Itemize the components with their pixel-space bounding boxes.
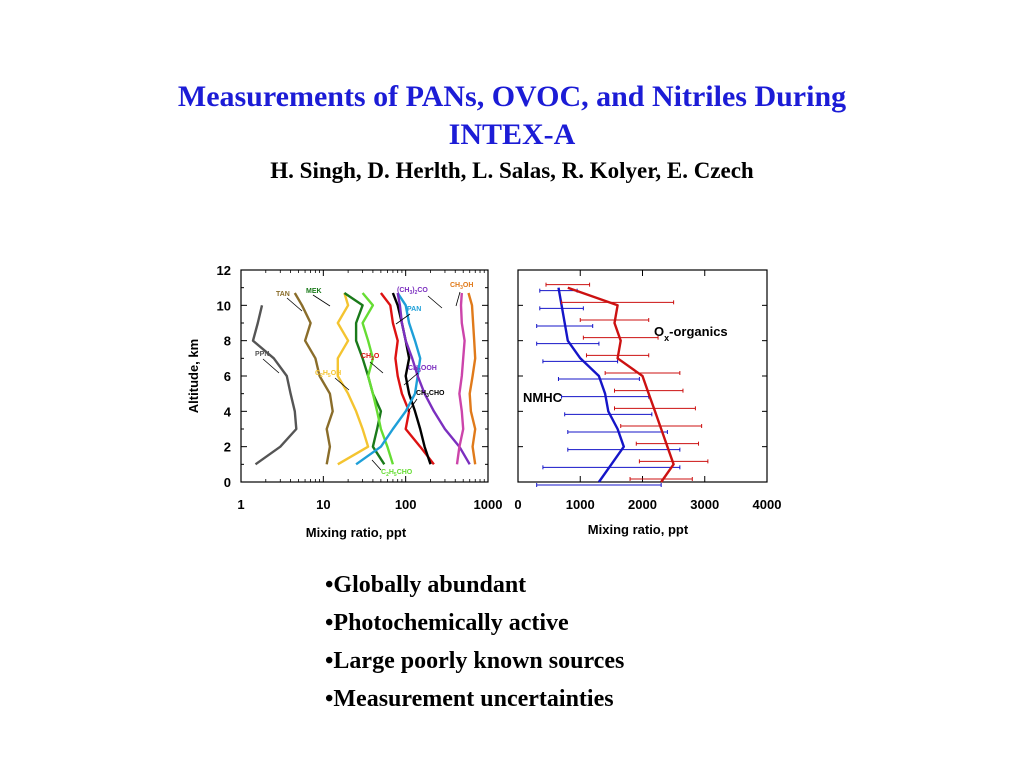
label-mek: MEK: [306, 288, 322, 295]
bullet-item: Large poorly known sources: [325, 642, 624, 680]
label-ch3oh: CH3OH: [450, 282, 473, 291]
label-nmhc: NMHC: [523, 390, 563, 405]
series-line-ox-organics: [567, 286, 675, 483]
y-tick-label: 4: [224, 404, 232, 419]
label-ch3cho: CH3CHO: [416, 390, 445, 399]
y-tick-label: 12: [217, 263, 231, 278]
bullet-item: Measurement uncertainties: [325, 680, 624, 718]
label-ch2o: CH2O: [361, 353, 380, 362]
x-tick-label: 2000: [628, 497, 657, 512]
arrow-c2h5cho: [371, 459, 382, 471]
y-tick-label: 2: [224, 440, 231, 455]
label-ch3-2co: (CH3)2CO: [397, 287, 428, 296]
chart-left-ticks: 0 2 4 6 8 10 12 1 10 100 1000: [217, 263, 503, 512]
label-ppn: PPN: [255, 351, 269, 358]
series-line-c2h5oh: [336, 292, 370, 466]
bullet-item: Globally abundant: [325, 566, 624, 604]
chart-left: 0 2 4 6 8 10 12 1 10 100 1000 TAN MEK (CH3)2CO CH3…: [186, 263, 502, 540]
series-line-nmhc: [557, 287, 625, 483]
label-ox-organics: Ox-organics: [654, 324, 728, 343]
x-tick-label: 4000: [753, 497, 782, 512]
title-line-2: INTEX-A: [448, 118, 576, 151]
series-line-ch3oh: [467, 292, 477, 465]
x-tick-label: 1000: [566, 497, 595, 512]
bullet-item: Photochemically active: [325, 604, 624, 642]
y-tick-label: 0: [224, 475, 231, 490]
series-line-ch3ooh: [396, 292, 471, 465]
arrow-mek: [312, 294, 331, 307]
series-line-ch2o: [379, 292, 435, 466]
arrow-tan: [286, 297, 303, 312]
bullet-list: Globally abundant Photochemically active…: [325, 566, 624, 718]
chart-left-y-axis-label: Altitude, km: [186, 339, 201, 413]
arrow-ch2o: [369, 361, 384, 374]
series-line--ch3-2co: [455, 292, 466, 465]
arrow-ch3oh: [455, 291, 461, 307]
chart-right: 0 1000 2000 3000 4000 NMHC Ox-organics Mixin…: [514, 269, 782, 537]
label-c2h5oh: C2H5OH: [315, 370, 341, 379]
series-line-c2h5cho: [361, 292, 395, 465]
x-tick-label: 1000: [474, 497, 503, 512]
x-tick-label: 100: [395, 497, 417, 512]
chart-right-ticks: 0 1000 2000 3000 4000: [514, 269, 782, 512]
label-pan: PAN: [407, 306, 421, 313]
x-tick-label: 0: [514, 497, 521, 512]
arrow-pan: [395, 313, 411, 325]
series-line-tan: [293, 292, 334, 465]
arrow-c2h5oh: [334, 377, 350, 391]
chart-left-frame: [240, 269, 489, 483]
chart-left-series: [251, 292, 477, 466]
chart-left-series-labels: TAN MEK (CH3)2CO CH3OH PAN PPN CH2O C2H5…: [255, 282, 473, 478]
slide-title: Measurements of PANs, OVOC, and Nitriles…: [0, 78, 1024, 154]
y-tick-label: 6: [224, 369, 231, 384]
arrow-ppn: [262, 358, 280, 374]
arrow-ch3-2co: [427, 295, 443, 309]
x-tick-label: 10: [316, 497, 330, 512]
chart-right-x-axis-label: Mixing ratio, ppt: [588, 522, 689, 537]
label-ch3ooh: CH3OOH: [408, 365, 437, 374]
label-c2h5cho: C2H5CHO: [381, 469, 413, 478]
x-tick-label: 3000: [690, 497, 719, 512]
y-tick-label: 10: [217, 298, 231, 313]
arrow-ch3ooh: [403, 372, 419, 386]
chart-right-series: [536, 282, 709, 487]
chart-left-x-axis-label: Mixing ratio, ppt: [306, 525, 407, 540]
arrow-ch3cho: [407, 398, 418, 413]
y-tick-label: 8: [224, 334, 231, 349]
title-line-1: Measurements of PANs, OVOC, and Nitriles…: [177, 80, 847, 113]
x-tick-label: 1: [237, 497, 244, 512]
series-line-ppn: [251, 305, 298, 466]
label-tan: TAN: [276, 291, 290, 298]
authors: H. Singh, D. Herlth, L. Salas, R. Kolyer…: [270, 158, 754, 183]
